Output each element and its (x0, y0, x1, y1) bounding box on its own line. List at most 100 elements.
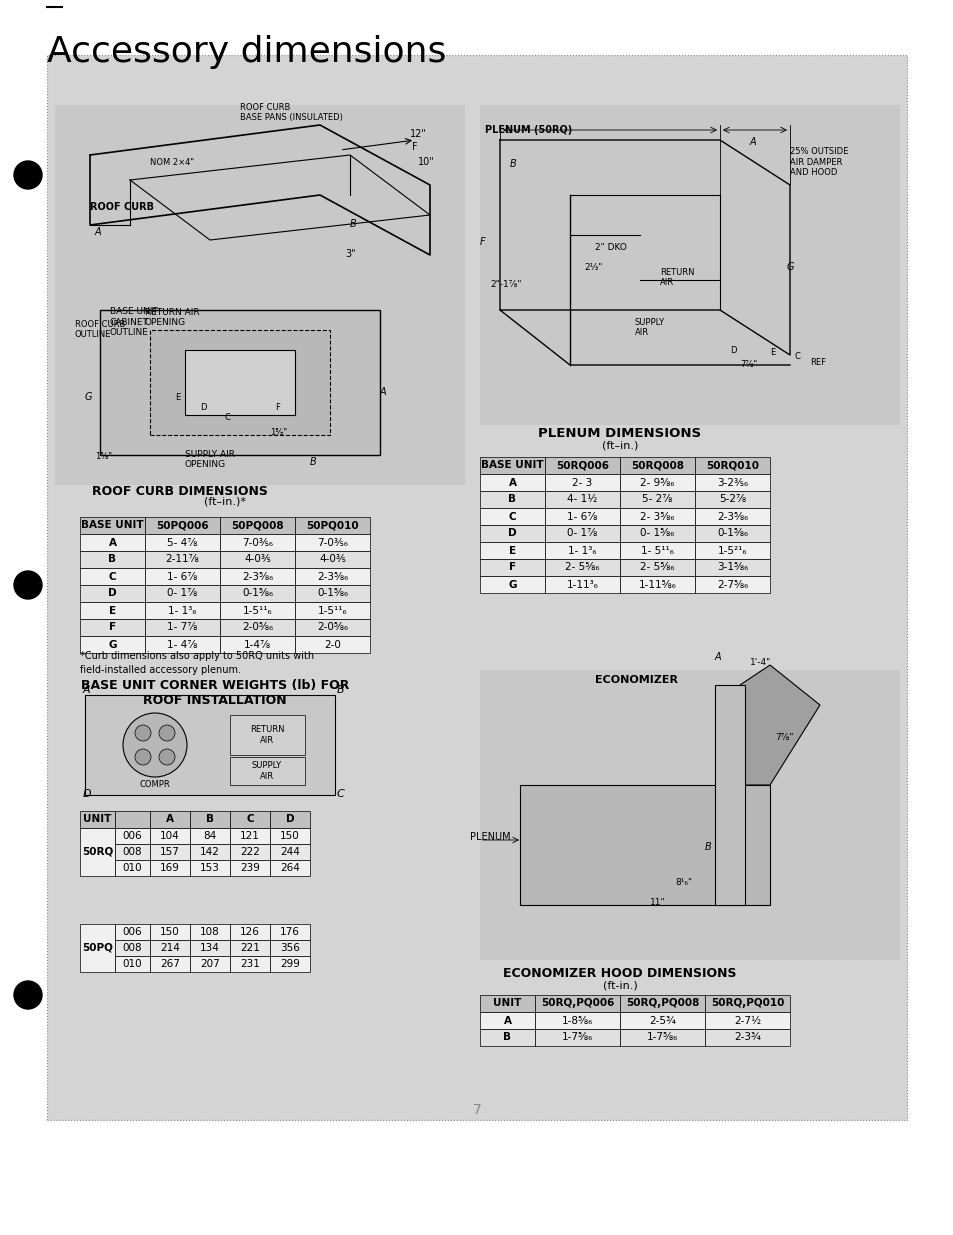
Text: 1-7⅝₆: 1-7⅝₆ (561, 1032, 593, 1042)
Bar (544, 492, 619, 508)
Text: NOM 2×4": NOM 2×4" (150, 158, 193, 167)
Text: 3-1⅝₆: 3-1⅝₆ (716, 562, 747, 573)
Text: ROOF CURB
OUTLINE: ROOF CURB OUTLINE (75, 320, 125, 338)
Text: Accessory dimensions: Accessory dimensions (47, 35, 446, 69)
Text: 2-0⅝₆: 2-0⅝₆ (242, 622, 273, 632)
Text: 4- 1½: 4- 1½ (567, 494, 598, 505)
Bar (535, 1029, 619, 1046)
Bar (115, 827, 150, 844)
Text: B: B (704, 842, 711, 852)
Bar (704, 1029, 789, 1046)
Text: 2⅓": 2⅓" (583, 263, 602, 272)
Text: C: C (794, 352, 800, 361)
Text: 5- 4⅞: 5- 4⅞ (167, 537, 197, 547)
Text: E: E (174, 393, 180, 403)
Text: A: A (749, 137, 756, 147)
Text: A: A (83, 685, 91, 695)
Text: G: G (786, 262, 794, 272)
Bar (100, 310, 379, 454)
Bar (145, 568, 220, 585)
Text: B: B (336, 685, 344, 695)
Text: 2-0: 2-0 (324, 640, 340, 650)
Bar (695, 492, 769, 508)
Bar (115, 940, 150, 956)
Text: F: F (109, 622, 116, 632)
Bar (544, 559, 619, 576)
Text: 153: 153 (200, 863, 220, 873)
Bar (619, 508, 695, 525)
Text: PLENUM DIMENSIONS: PLENUM DIMENSIONS (537, 427, 700, 440)
Text: BASE UNIT: BASE UNIT (81, 520, 144, 531)
Bar (619, 1011, 704, 1029)
Bar (479, 576, 544, 593)
Text: 4-0⅗: 4-0⅗ (318, 555, 346, 564)
Bar (220, 517, 294, 534)
Text: (ft–in.): (ft–in.) (601, 440, 638, 450)
Text: ROOF CURB DIMENSIONS: ROOF CURB DIMENSIONS (92, 485, 268, 498)
Text: E: E (769, 348, 775, 357)
Bar (294, 585, 370, 601)
Text: 108: 108 (200, 927, 219, 937)
Text: 1⅝": 1⅝" (95, 452, 112, 461)
Text: 7-0⅗₆: 7-0⅗₆ (242, 537, 273, 547)
Text: D: D (285, 814, 294, 824)
Text: 7⅞": 7⅞" (740, 359, 757, 369)
Text: ROOF CURB
BASE PANS (INSULATED): ROOF CURB BASE PANS (INSULATED) (240, 103, 342, 122)
Bar (185, 350, 294, 415)
Bar (479, 508, 544, 525)
Bar (294, 636, 370, 653)
Bar (479, 1029, 535, 1046)
Text: 1-8⅝₆: 1-8⅝₆ (561, 1015, 593, 1025)
Circle shape (14, 981, 42, 1009)
Bar (80, 568, 145, 585)
Bar (479, 492, 544, 508)
Text: 50RQ,PQ006: 50RQ,PQ006 (540, 999, 614, 1009)
Text: D: D (729, 346, 736, 354)
Bar (479, 542, 544, 559)
Bar (115, 860, 150, 876)
Text: 006: 006 (123, 831, 142, 841)
Text: SUPPLY
AIR: SUPPLY AIR (252, 761, 282, 781)
Bar (479, 474, 544, 492)
Bar (230, 956, 270, 972)
Text: 50RQ,PQ010: 50RQ,PQ010 (710, 999, 783, 1009)
Text: PLENUM (50RQ): PLENUM (50RQ) (484, 125, 572, 135)
Text: 2-7½: 2-7½ (733, 1015, 760, 1025)
Text: SUPPLY AIR
OPENING: SUPPLY AIR OPENING (185, 450, 234, 469)
Text: D: D (83, 789, 91, 799)
Bar (544, 576, 619, 593)
Bar (230, 940, 270, 956)
Text: 1-5¹¹₆: 1-5¹¹₆ (317, 605, 347, 615)
Bar (80, 811, 115, 827)
Bar (695, 474, 769, 492)
Bar (145, 534, 220, 551)
Bar (479, 1011, 535, 1029)
Text: B: B (310, 457, 316, 467)
Text: 50RQ: 50RQ (82, 847, 113, 857)
Text: BASE UNIT: BASE UNIT (480, 461, 543, 471)
Bar (145, 601, 220, 619)
Text: 11": 11" (649, 898, 665, 906)
Bar (535, 1011, 619, 1029)
Bar (544, 525, 619, 542)
Bar (704, 1011, 789, 1029)
Text: 356: 356 (280, 944, 299, 953)
Bar (80, 517, 145, 534)
Bar (695, 576, 769, 593)
Text: 2- 5⅝₆: 2- 5⅝₆ (639, 562, 674, 573)
Bar (190, 844, 230, 860)
Bar (704, 995, 789, 1011)
Text: 008: 008 (123, 944, 142, 953)
Bar (294, 619, 370, 636)
Bar (544, 542, 619, 559)
Text: C: C (336, 789, 344, 799)
Bar (220, 568, 294, 585)
Text: 1-11⅝₆: 1-11⅝₆ (638, 579, 676, 589)
Bar (150, 924, 190, 940)
Text: 150: 150 (280, 831, 299, 841)
Bar (145, 636, 220, 653)
Text: 10": 10" (417, 157, 435, 167)
Text: 50PQ008: 50PQ008 (231, 520, 283, 531)
Bar (220, 534, 294, 551)
Text: 50RQ010: 50RQ010 (705, 461, 759, 471)
